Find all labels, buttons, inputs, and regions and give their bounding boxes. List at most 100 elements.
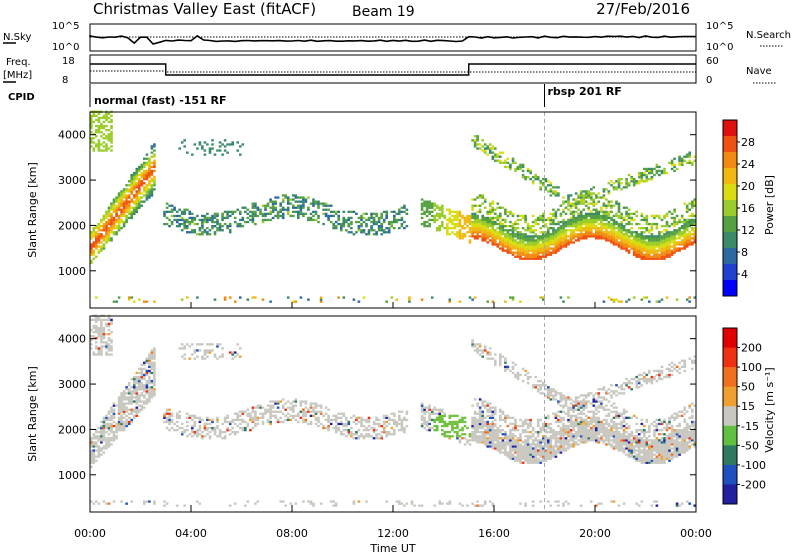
- nsearch-tick-high: 10^5: [706, 21, 733, 32]
- heatmap-cell: [463, 433, 467, 436]
- heatmap-cell: [640, 243, 644, 246]
- heatmap-cell: [481, 139, 484, 142]
- heatmap-cell: [208, 351, 212, 354]
- heatmap-cell: [562, 300, 565, 303]
- heatmap-cell: [569, 216, 573, 220]
- heatmap-cell: [446, 233, 449, 236]
- heatmap-cell: [342, 222, 346, 226]
- heatmap-cell: [579, 216, 583, 220]
- heatmap-cell: [688, 161, 691, 164]
- heatmap-cell: [620, 300, 623, 303]
- heatmap-cell: [584, 214, 588, 218]
- heatmap-cell: [274, 214, 277, 218]
- heatmap-cell: [547, 424, 550, 428]
- heatmap-cell: [400, 410, 404, 413]
- heatmap-cell: [471, 216, 474, 220]
- heatmap-cell: [617, 184, 621, 187]
- heatmap-cell: [524, 229, 527, 232]
- heatmap-cell: [643, 173, 646, 177]
- heatmap-cell: [549, 247, 553, 250]
- heatmap-cell: [203, 429, 207, 432]
- heatmap-cell: [203, 424, 207, 428]
- heatmap-cell: [511, 361, 515, 364]
- heatmap-cell: [610, 200, 613, 203]
- heatmap-cell: [352, 420, 356, 424]
- heatmap-cell: [112, 218, 116, 222]
- heatmap-cell: [117, 412, 121, 415]
- heatmap-cell: [186, 218, 189, 222]
- heatmap-cell: [140, 394, 144, 397]
- heatmap-cell: [476, 402, 479, 405]
- heatmap-cell: [276, 214, 280, 218]
- heatmap-cell: [635, 237, 638, 240]
- heatmap-cell: [458, 441, 462, 444]
- heatmap-cell: [135, 402, 139, 405]
- heatmap-cell: [653, 243, 656, 246]
- heatmap-cell: [539, 247, 542, 250]
- heatmap-cell: [95, 435, 98, 438]
- heatmap-cell: [547, 190, 550, 193]
- heatmap-cell: [294, 404, 298, 407]
- heatmap-cell: [466, 439, 469, 442]
- heatmap-cell: [97, 145, 101, 148]
- heatmap-cell: [112, 204, 116, 207]
- heatmap-cell: [105, 318, 108, 321]
- heatmap-cell: [90, 247, 93, 250]
- heatmap-cell: [100, 237, 103, 240]
- heatmap-cell: [468, 239, 472, 242]
- heatmap-cell: [557, 239, 560, 242]
- heatmap-cell: [544, 451, 548, 454]
- heatmap-cell: [269, 416, 272, 419]
- heatmap-cell: [387, 422, 391, 426]
- heatmap-cell: [433, 220, 436, 224]
- heatmap-cell: [153, 377, 156, 381]
- heatmap-cell: [261, 416, 265, 419]
- heatmap-cell: [506, 247, 510, 250]
- heatmap-cell: [443, 422, 447, 426]
- heatmap-cell: [132, 408, 136, 411]
- heatmap-cell: [435, 429, 439, 432]
- heatmap-cell: [448, 437, 452, 440]
- heatmap-cell: [494, 363, 497, 366]
- heatmap-cell: [337, 296, 340, 299]
- heatmap-cell: [531, 255, 535, 258]
- heatmap-cell: [491, 206, 495, 209]
- heatmap-cell: [153, 353, 156, 356]
- heatmap-cell: [221, 143, 224, 146]
- heatmap-cell: [650, 243, 654, 246]
- heatmap-cell: [640, 214, 644, 218]
- heatmap-cell: [554, 398, 558, 401]
- heatmap-cell: [675, 237, 679, 240]
- heatmap-cell: [562, 208, 565, 211]
- heatmap-cell: [665, 296, 669, 299]
- heatmap-cell: [554, 210, 558, 213]
- heatmap-cell: [519, 437, 522, 440]
- heatmap-cell: [438, 416, 441, 419]
- heatmap-cell: [552, 214, 555, 218]
- heatmap-cell: [441, 208, 444, 211]
- heatmap-cell: [675, 243, 679, 246]
- colorbar-tick-label: 8: [741, 246, 748, 259]
- heatmap-cell: [496, 435, 500, 438]
- heatmap-cell: [688, 233, 691, 236]
- heatmap-cell: [312, 214, 315, 218]
- heatmap-cell: [132, 194, 136, 197]
- heatmap-cell: [163, 412, 166, 415]
- heatmap-cell: [650, 241, 654, 244]
- heatmap-cell: [145, 196, 149, 199]
- heatmap-cell: [135, 390, 139, 393]
- colorbar-tick-label: 20: [741, 180, 755, 193]
- heatmap-cell: [352, 414, 356, 417]
- heatmap-cell: [632, 182, 636, 185]
- heatmap-cell: [385, 227, 388, 230]
- heatmap-cell: [423, 410, 426, 413]
- heatmap-cell: [685, 233, 689, 236]
- heatmap-cell: [691, 218, 694, 222]
- heatmap-cell: [663, 225, 666, 228]
- heatmap-cell: [221, 355, 224, 358]
- heatmap-cell: [680, 227, 684, 230]
- heatmap-cell: [552, 247, 555, 250]
- heatmap-cell: [524, 435, 527, 438]
- heatmap-cell: [544, 449, 548, 452]
- heatmap-cell: [130, 392, 133, 395]
